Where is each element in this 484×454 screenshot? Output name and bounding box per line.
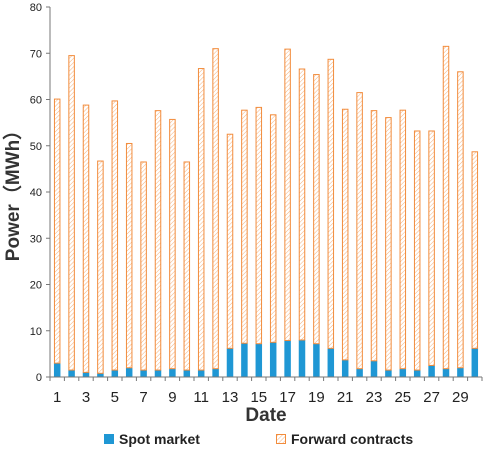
y-tick-label: 0 <box>36 372 42 384</box>
bar-forward-contracts-4 <box>97 160 104 374</box>
bar-spot-market-17 <box>284 340 291 377</box>
y-tick-label: 20 <box>30 280 42 292</box>
legend-label-forward-contracts: Forward contracts <box>291 431 413 447</box>
bar-spot-market-25 <box>399 368 407 377</box>
bar-forward-contracts-18 <box>298 68 306 341</box>
bar-spot-market-30 <box>471 348 479 377</box>
legend-swatch-spot-market <box>104 434 114 444</box>
x-tick-label: 7 <box>139 389 147 406</box>
bars-group <box>53 45 479 377</box>
bar-forward-contracts-3 <box>82 104 90 373</box>
bar-spot-market-13 <box>226 348 234 377</box>
bar-forward-contracts-15 <box>255 106 263 345</box>
bar-spot-market-2 <box>68 370 75 377</box>
bar-forward-contracts-13 <box>226 133 234 349</box>
x-tick-label: 5 <box>111 389 119 406</box>
bar-spot-market-26 <box>413 370 421 377</box>
bar-spot-market-19 <box>313 343 320 377</box>
bar-spot-market-22 <box>356 368 363 377</box>
bar-forward-contracts-17 <box>284 48 291 341</box>
y-axis: 0 10 20 30 40 50 60 70 80 <box>30 2 51 384</box>
bar-spot-market-14 <box>241 343 248 377</box>
bar-spot-market-4 <box>97 373 104 377</box>
y-tick-label: 60 <box>30 95 42 107</box>
x-tick-label: 19 <box>308 389 325 406</box>
x-tick-label: 27 <box>423 389 440 406</box>
bar-spot-market-10 <box>183 370 191 377</box>
bar-forward-contracts-1 <box>53 98 61 364</box>
bar-spot-market-18 <box>298 340 306 377</box>
bar-spot-market-7 <box>140 370 147 377</box>
y-tick-label: 80 <box>30 2 42 14</box>
bar-spot-market-11 <box>197 370 205 377</box>
x-tick-label: 25 <box>394 389 411 406</box>
bar-spot-market-15 <box>255 343 263 377</box>
legend: Spot market Forward contracts <box>104 431 413 447</box>
bar-spot-market-12 <box>212 368 219 377</box>
x-axis: 1 3 5 7 9 11 13 15 17 19 21 23 25 27 29 <box>49 376 483 406</box>
bar-spot-market-16 <box>269 342 277 377</box>
bar-forward-contracts-2 <box>68 55 75 371</box>
x-tick-label: 13 <box>222 389 239 406</box>
bar-forward-contracts-28 <box>442 45 450 370</box>
bar-forward-contracts-25 <box>399 109 407 370</box>
x-tick-label: 17 <box>279 389 296 406</box>
y-axis-title: Power（MWh） <box>1 121 24 261</box>
x-axis-title: Date <box>245 405 286 426</box>
bar-spot-market-28 <box>442 368 450 377</box>
x-tick-label: 3 <box>82 389 90 406</box>
y-tick-label: 40 <box>30 187 42 199</box>
x-tick-label: 29 <box>452 389 469 406</box>
bar-forward-contracts-23 <box>370 110 378 362</box>
bar-forward-contracts-9 <box>169 118 176 370</box>
bar-forward-contracts-24 <box>385 117 392 371</box>
x-tick-label: 23 <box>366 389 383 406</box>
bar-forward-contracts-11 <box>197 68 205 371</box>
bar-forward-contracts-14 <box>241 109 248 344</box>
x-tick-label: 1 <box>53 389 61 406</box>
bar-forward-contracts-19 <box>313 74 320 345</box>
bar-forward-contracts-21 <box>341 108 349 361</box>
bar-spot-market-23 <box>370 360 378 377</box>
y-tick-label: 70 <box>30 48 42 60</box>
bar-forward-contracts-29 <box>457 71 464 369</box>
bar-forward-contracts-30 <box>471 151 479 349</box>
x-tick-label: 11 <box>193 389 209 406</box>
y-tick-label: 30 <box>30 233 42 245</box>
bar-spot-market-1 <box>53 363 61 377</box>
bar-forward-contracts-7 <box>140 161 147 371</box>
bar-forward-contracts-12 <box>212 48 219 370</box>
bar-spot-market-20 <box>327 348 335 377</box>
bar-forward-contracts-8 <box>154 110 162 371</box>
bar-forward-contracts-10 <box>183 161 191 371</box>
bar-spot-market-27 <box>428 365 435 377</box>
bar-forward-contracts-27 <box>428 130 435 366</box>
bar-forward-contracts-5 <box>111 100 119 371</box>
bar-forward-contracts-6 <box>125 142 133 369</box>
legend-label-spot-market: Spot market <box>119 431 200 447</box>
bar-spot-market-24 <box>385 370 392 377</box>
x-tick-label: 15 <box>250 389 267 406</box>
x-tick-label: 9 <box>168 389 176 406</box>
bar-spot-market-3 <box>82 372 90 377</box>
bar-spot-market-8 <box>154 370 162 377</box>
bar-forward-contracts-16 <box>269 114 277 343</box>
bar-spot-market-21 <box>341 359 349 377</box>
y-tick-label: 10 <box>30 326 42 338</box>
bar-spot-market-5 <box>111 370 119 377</box>
bar-spot-market-6 <box>125 367 133 377</box>
bar-spot-market-29 <box>457 367 464 377</box>
legend-swatch-forward-contracts <box>276 434 286 444</box>
x-tick-label: 21 <box>337 389 354 406</box>
bar-forward-contracts-22 <box>356 92 363 370</box>
bar-spot-market-9 <box>169 368 176 377</box>
y-tick-label: 50 <box>30 141 42 153</box>
bar-forward-contracts-26 <box>413 130 421 371</box>
bar-forward-contracts-20 <box>327 58 335 349</box>
